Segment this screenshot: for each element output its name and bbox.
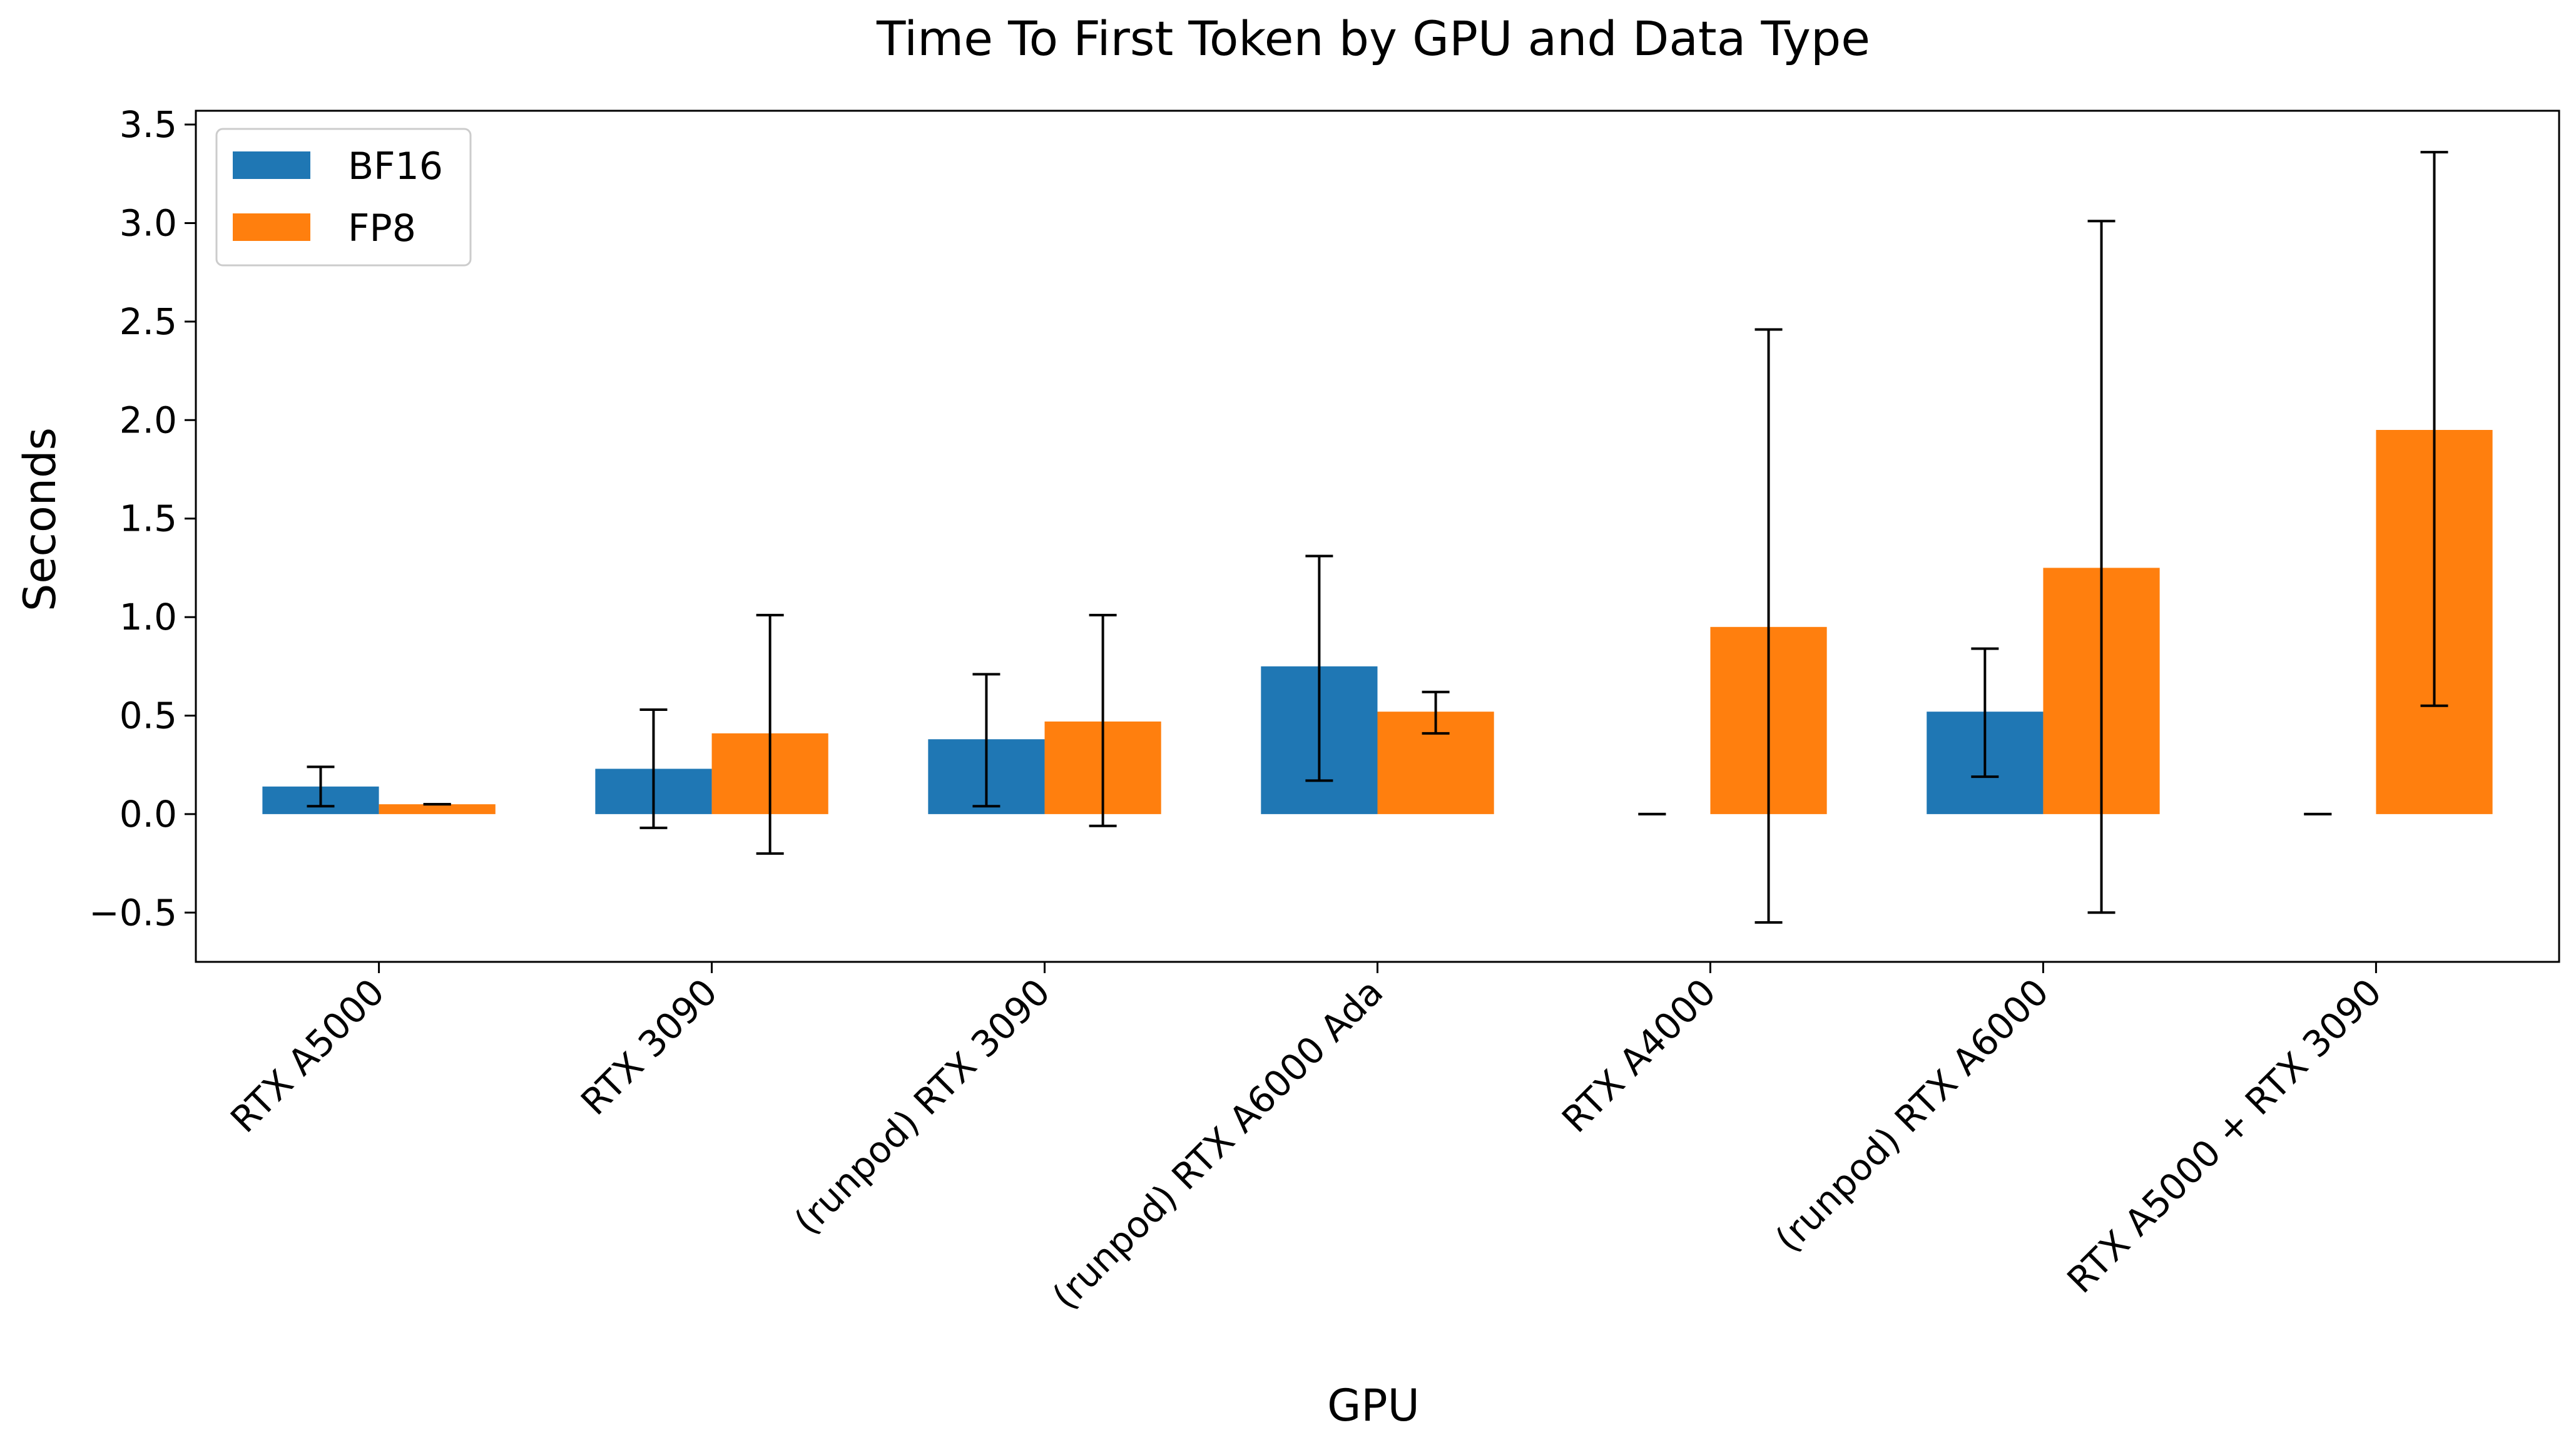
error-bar-bf16-0 — [307, 765, 335, 808]
error-bar-bf16-1 — [639, 708, 668, 829]
y-tick-label: 0.0 — [120, 793, 177, 835]
error-bar-bf16-5 — [1971, 647, 1999, 779]
y-tick-label: 2.0 — [120, 399, 177, 441]
error-bar-fp8-5 — [2087, 220, 2115, 914]
plot-area — [262, 151, 2493, 924]
error-bar-bf16-2 — [972, 673, 1000, 808]
legend-swatch-bf16 — [233, 151, 310, 179]
y-tick-label: 1.5 — [120, 498, 177, 540]
error-bar-fp8-6 — [2420, 151, 2448, 707]
error-bar-fp8-2 — [1089, 613, 1117, 827]
y-tick-label: 0.5 — [120, 694, 177, 737]
legend-label-fp8: FP8 — [348, 207, 416, 250]
error-bar-fp8-4 — [1754, 328, 1783, 924]
y-tick-label: 1.0 — [120, 596, 177, 638]
y-axis: −0.5 0.0 0.5 1.0 1.5 2.0 2.5 3.0 3.5 — [89, 103, 196, 934]
legend: BF16 FP8 — [215, 128, 472, 267]
y-axis-label: Seconds — [14, 427, 66, 611]
chart-title: Time To First Token by GPU and Data Type — [876, 11, 1870, 66]
y-tick-label: −0.5 — [89, 891, 177, 934]
error-bar-fp8-1 — [756, 613, 784, 855]
bar-fp8-0 — [379, 804, 496, 814]
error-bar-fp8-3 — [1422, 690, 1450, 735]
y-tick-label: 3.5 — [120, 103, 177, 146]
y-tick-label: 2.5 — [120, 300, 177, 343]
legend-label-bf16: BF16 — [348, 145, 443, 188]
y-tick-label: 3.0 — [120, 202, 177, 244]
x-axis-label: GPU — [1327, 1380, 1420, 1431]
legend-swatch-fp8 — [233, 213, 310, 241]
error-bar-bf16-3 — [1305, 554, 1333, 782]
